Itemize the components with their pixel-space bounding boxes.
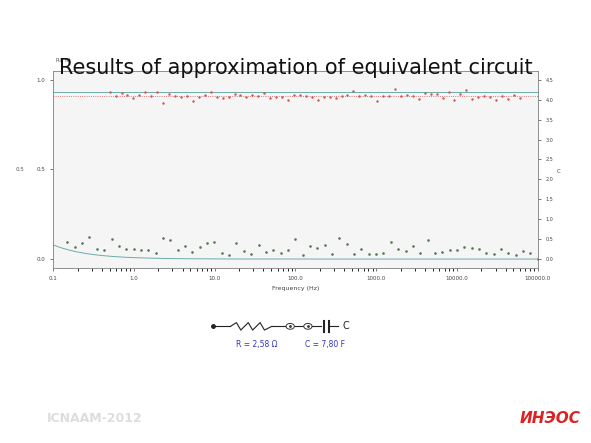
Text: ИНЭОС: ИНЭОС [520, 411, 581, 426]
Text: R = 2,58 Ω: R = 2,58 Ω [236, 340, 278, 349]
Text: RC fit: RC fit [56, 58, 70, 63]
Circle shape [286, 323, 294, 329]
Text: 0.5: 0.5 [15, 167, 24, 172]
Text: ICNAAM-2012: ICNAAM-2012 [47, 412, 143, 425]
Text: C: C [343, 321, 349, 331]
Text: Results of approximation of equivalent circuit: Results of approximation of equivalent c… [59, 58, 532, 78]
Y-axis label: C: C [557, 170, 561, 175]
X-axis label: Frequency (Hz): Frequency (Hz) [272, 286, 319, 291]
Circle shape [304, 323, 312, 329]
Text: C = 7,80 F: C = 7,80 F [305, 340, 345, 349]
